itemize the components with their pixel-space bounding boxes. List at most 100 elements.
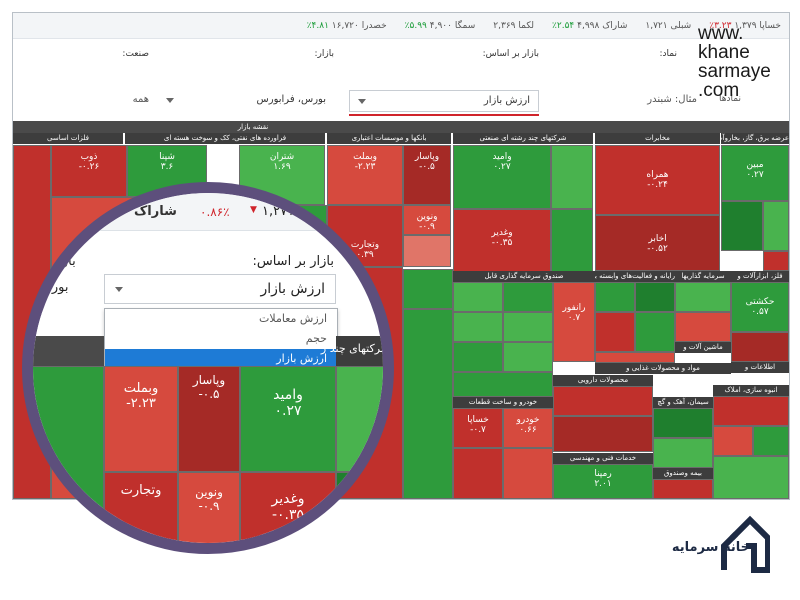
treemap-cell[interactable] <box>403 269 453 309</box>
sector-label: شرکتهای چند رشته ای صنعتی <box>453 133 593 144</box>
treemap-cell[interactable] <box>653 438 713 468</box>
treemap-cell[interactable] <box>453 282 503 312</box>
magnified-ticker-other: شاراک <box>134 204 177 219</box>
down-arrow-icon: ▼ <box>250 205 257 215</box>
treemap-cell[interactable] <box>675 312 731 342</box>
treemap-cell[interactable]: وپاسار -۰.۵ <box>178 366 240 472</box>
filter-bar: نماد: مثال: شبندر نمادها بازار بر اساس: … <box>13 40 789 132</box>
treemap-cell[interactable] <box>453 372 553 397</box>
treemap-cell[interactable] <box>675 282 731 312</box>
treemap-cell[interactable] <box>635 282 675 312</box>
magnified-blank <box>33 312 104 340</box>
treemap-cell[interactable]: وتجارت <box>104 472 178 543</box>
sector-label: فراورده های نفتی، کک و سوخت هسته ای <box>125 133 325 144</box>
magnified-ticker: شاراک ۰.۸۶٪ ▼ خساپا ۱,۲۷۱ <box>33 193 383 231</box>
treemap-cell[interactable]: وامید ۰.۲۷ <box>453 145 551 209</box>
treemap-cell[interactable]: اخابر -۰.۵۲ <box>595 215 720 271</box>
treemap-cell[interactable] <box>713 456 789 499</box>
treemap-cell[interactable] <box>503 312 553 342</box>
sector-label: رایانه و فعالیت‌های وابسته به آن <box>595 271 675 282</box>
treemap-cell[interactable]: وغدیر -۰.۳۵ <box>240 472 336 543</box>
magnified-ticker-change: ۰.۸۶٪ <box>200 205 230 219</box>
brand-url-line: sarmaye <box>698 61 771 82</box>
treemap-cell[interactable] <box>403 309 453 499</box>
chevron-down-icon <box>115 287 123 292</box>
brand-url-line: khane <box>698 42 750 63</box>
dropdown-option[interactable]: حجم <box>305 332 327 345</box>
ticker-item[interactable]: سمگا ۴,۹۰۰ ۵.۹۹٪ <box>404 20 476 31</box>
treemap-cell[interactable]: همراه -۰.۲۴ <box>595 145 720 215</box>
treemap-cell[interactable] <box>503 282 553 312</box>
industry-select[interactable]: همه <box>132 94 149 105</box>
sector-label: مواد و محصولات غذایی و <box>595 363 731 374</box>
magnified-basis-select[interactable]: ارزش بازار <box>104 274 336 304</box>
ticker-item[interactable]: شبلی ۱,۷۲۱ <box>645 20 692 31</box>
treemap-cell[interactable] <box>713 426 753 456</box>
treemap-cell[interactable] <box>551 145 593 209</box>
treemap-cell[interactable]: وبملت -۲.۲۳ <box>104 366 178 472</box>
treemap-cell[interactable]: ونوین -۰.۹ <box>178 472 240 543</box>
brand-url-line: .com <box>698 80 740 101</box>
ticker-item[interactable]: لکما ۲,۳۶۹ <box>493 20 535 31</box>
chevron-down-icon <box>166 98 174 103</box>
treemap-cell[interactable] <box>763 251 789 271</box>
dropdown-option[interactable]: ارزش معاملات <box>259 312 327 325</box>
magnified-market-value: بورس <box>36 280 69 295</box>
sector-label: سرمایه گذاریها <box>675 271 731 282</box>
market-select[interactable]: بورس، فرابورس <box>164 90 334 112</box>
treemap-cell[interactable]: رمپنا ۲.۰۱ <box>553 464 653 499</box>
market-label: بازار: <box>314 49 334 59</box>
treemap-cell[interactable]: خودرو ۰.۶۶ <box>503 408 553 448</box>
treemap-cell[interactable] <box>336 366 383 472</box>
industry-label: صنعت: <box>122 49 149 59</box>
treemap-cell[interactable]: وپاسار -۰.۵ <box>403 145 451 205</box>
treemap-cell[interactable]: حکشتی ۰.۵۷ <box>731 282 789 332</box>
treemap-cell[interactable]: خساپا -۰.۷ <box>453 408 503 448</box>
treemap-cell[interactable] <box>763 201 789 251</box>
ticker-item[interactable]: شاراک ۴,۹۹۸ ۲.۵۴٪ <box>552 20 628 31</box>
treemap-cell[interactable] <box>453 448 503 499</box>
house-logo-icon <box>721 515 771 573</box>
dropdown-option-selected[interactable]: ارزش بازار <box>105 349 337 369</box>
treemap-cell[interactable] <box>595 282 635 312</box>
magnified-market-label: بازار <box>52 254 76 269</box>
magnified-header-strip <box>33 336 104 366</box>
treemap-cell[interactable]: مبین ۰.۲۷ <box>721 145 789 201</box>
treemap-cell[interactable] <box>503 342 553 372</box>
sector-label: فلز، ابزارآلات و <box>731 271 789 282</box>
treemap-cell[interactable] <box>503 448 553 499</box>
treemap-cell[interactable]: ذوب -۰.۲۶ <box>51 145 127 197</box>
treemap-cell[interactable] <box>721 201 763 251</box>
treemap-cell[interactable] <box>713 396 789 426</box>
symbol-input[interactable]: مثال: شبندر <box>647 94 697 105</box>
ticker-item[interactable]: خصدرا ۱۶,۷۲۰ ۴.۸۱٪ <box>306 20 387 31</box>
treemap-cell[interactable]: رانفور ۰.۷ <box>553 282 595 362</box>
treemap-cell[interactable] <box>753 426 789 456</box>
treemap-cell[interactable] <box>553 386 653 416</box>
treemap-cell[interactable] <box>731 332 789 362</box>
sector-label: خودرو و ساخت قطعات <box>453 397 553 408</box>
treemap-cell[interactable] <box>403 235 451 267</box>
treemap-cell[interactable]: ونوین -۰.۹ <box>403 205 451 235</box>
symbols-tag: نمادها <box>719 94 741 104</box>
treemap-cell[interactable] <box>453 342 503 372</box>
brand-url-line: www. <box>698 23 744 44</box>
treemap-cell[interactable] <box>336 472 383 543</box>
treemap-cell[interactable] <box>595 352 675 363</box>
treemap-cell[interactable] <box>595 312 635 352</box>
magnified-ticker-name: خساپا ۱,۲۷۱ <box>262 204 330 219</box>
basis-select[interactable]: ارزش بازار <box>349 90 539 112</box>
treemap-cell[interactable] <box>551 209 593 273</box>
sector-label: بیمه وصندوق <box>653 468 713 479</box>
treemap-cell[interactable] <box>653 479 713 499</box>
sector-label: خدمات فنی و مهندسی <box>553 453 653 464</box>
treemap-cell[interactable] <box>553 416 653 452</box>
treemap-cell[interactable] <box>653 408 713 438</box>
treemap-cell[interactable]: وغدیر -۰.۳۵ <box>453 209 551 273</box>
treemap-cell[interactable] <box>453 312 503 342</box>
chevron-down-icon <box>358 99 366 104</box>
treemap-cell[interactable] <box>635 312 675 352</box>
treemap-cell[interactable]: وامید ۰.۲۷ <box>240 366 336 472</box>
treemap-cell[interactable] <box>33 366 104 543</box>
ticker-item[interactable]: خساپا ۱,۳۷۹ ۳.۲۳٪ <box>709 20 781 31</box>
